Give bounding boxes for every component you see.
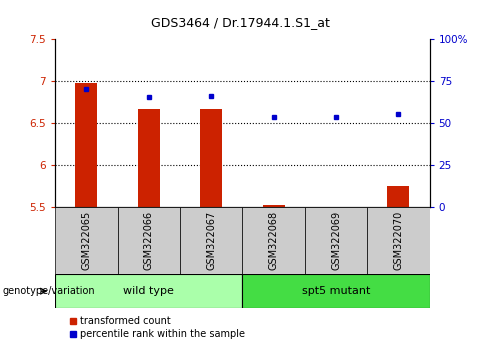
Bar (387, 186, 409, 207)
Bar (367, 207, 430, 274)
Text: spt5 mutant: spt5 mutant (302, 286, 370, 296)
Text: GSM322070: GSM322070 (394, 211, 403, 270)
Bar (180, 207, 242, 274)
Text: genotype/variation: genotype/variation (2, 286, 95, 296)
Bar (200, 109, 222, 207)
Text: GSM322069: GSM322069 (331, 211, 341, 270)
Bar (55, 274, 242, 308)
Legend: transformed count, percentile rank within the sample: transformed count, percentile rank withi… (70, 316, 245, 339)
Bar (305, 207, 367, 274)
Bar (138, 109, 160, 207)
Bar (118, 207, 180, 274)
Text: GSM322065: GSM322065 (82, 211, 91, 270)
Bar (55, 207, 118, 274)
Bar (242, 274, 430, 308)
Bar (242, 207, 305, 274)
Text: GSM322067: GSM322067 (206, 211, 216, 270)
Text: wild type: wild type (123, 286, 174, 296)
Text: GSM322066: GSM322066 (144, 211, 154, 270)
Bar (263, 205, 285, 207)
Text: GSM322068: GSM322068 (269, 211, 278, 270)
Text: GDS3464 / Dr.17944.1.S1_at: GDS3464 / Dr.17944.1.S1_at (151, 16, 329, 29)
Bar (75, 82, 97, 207)
